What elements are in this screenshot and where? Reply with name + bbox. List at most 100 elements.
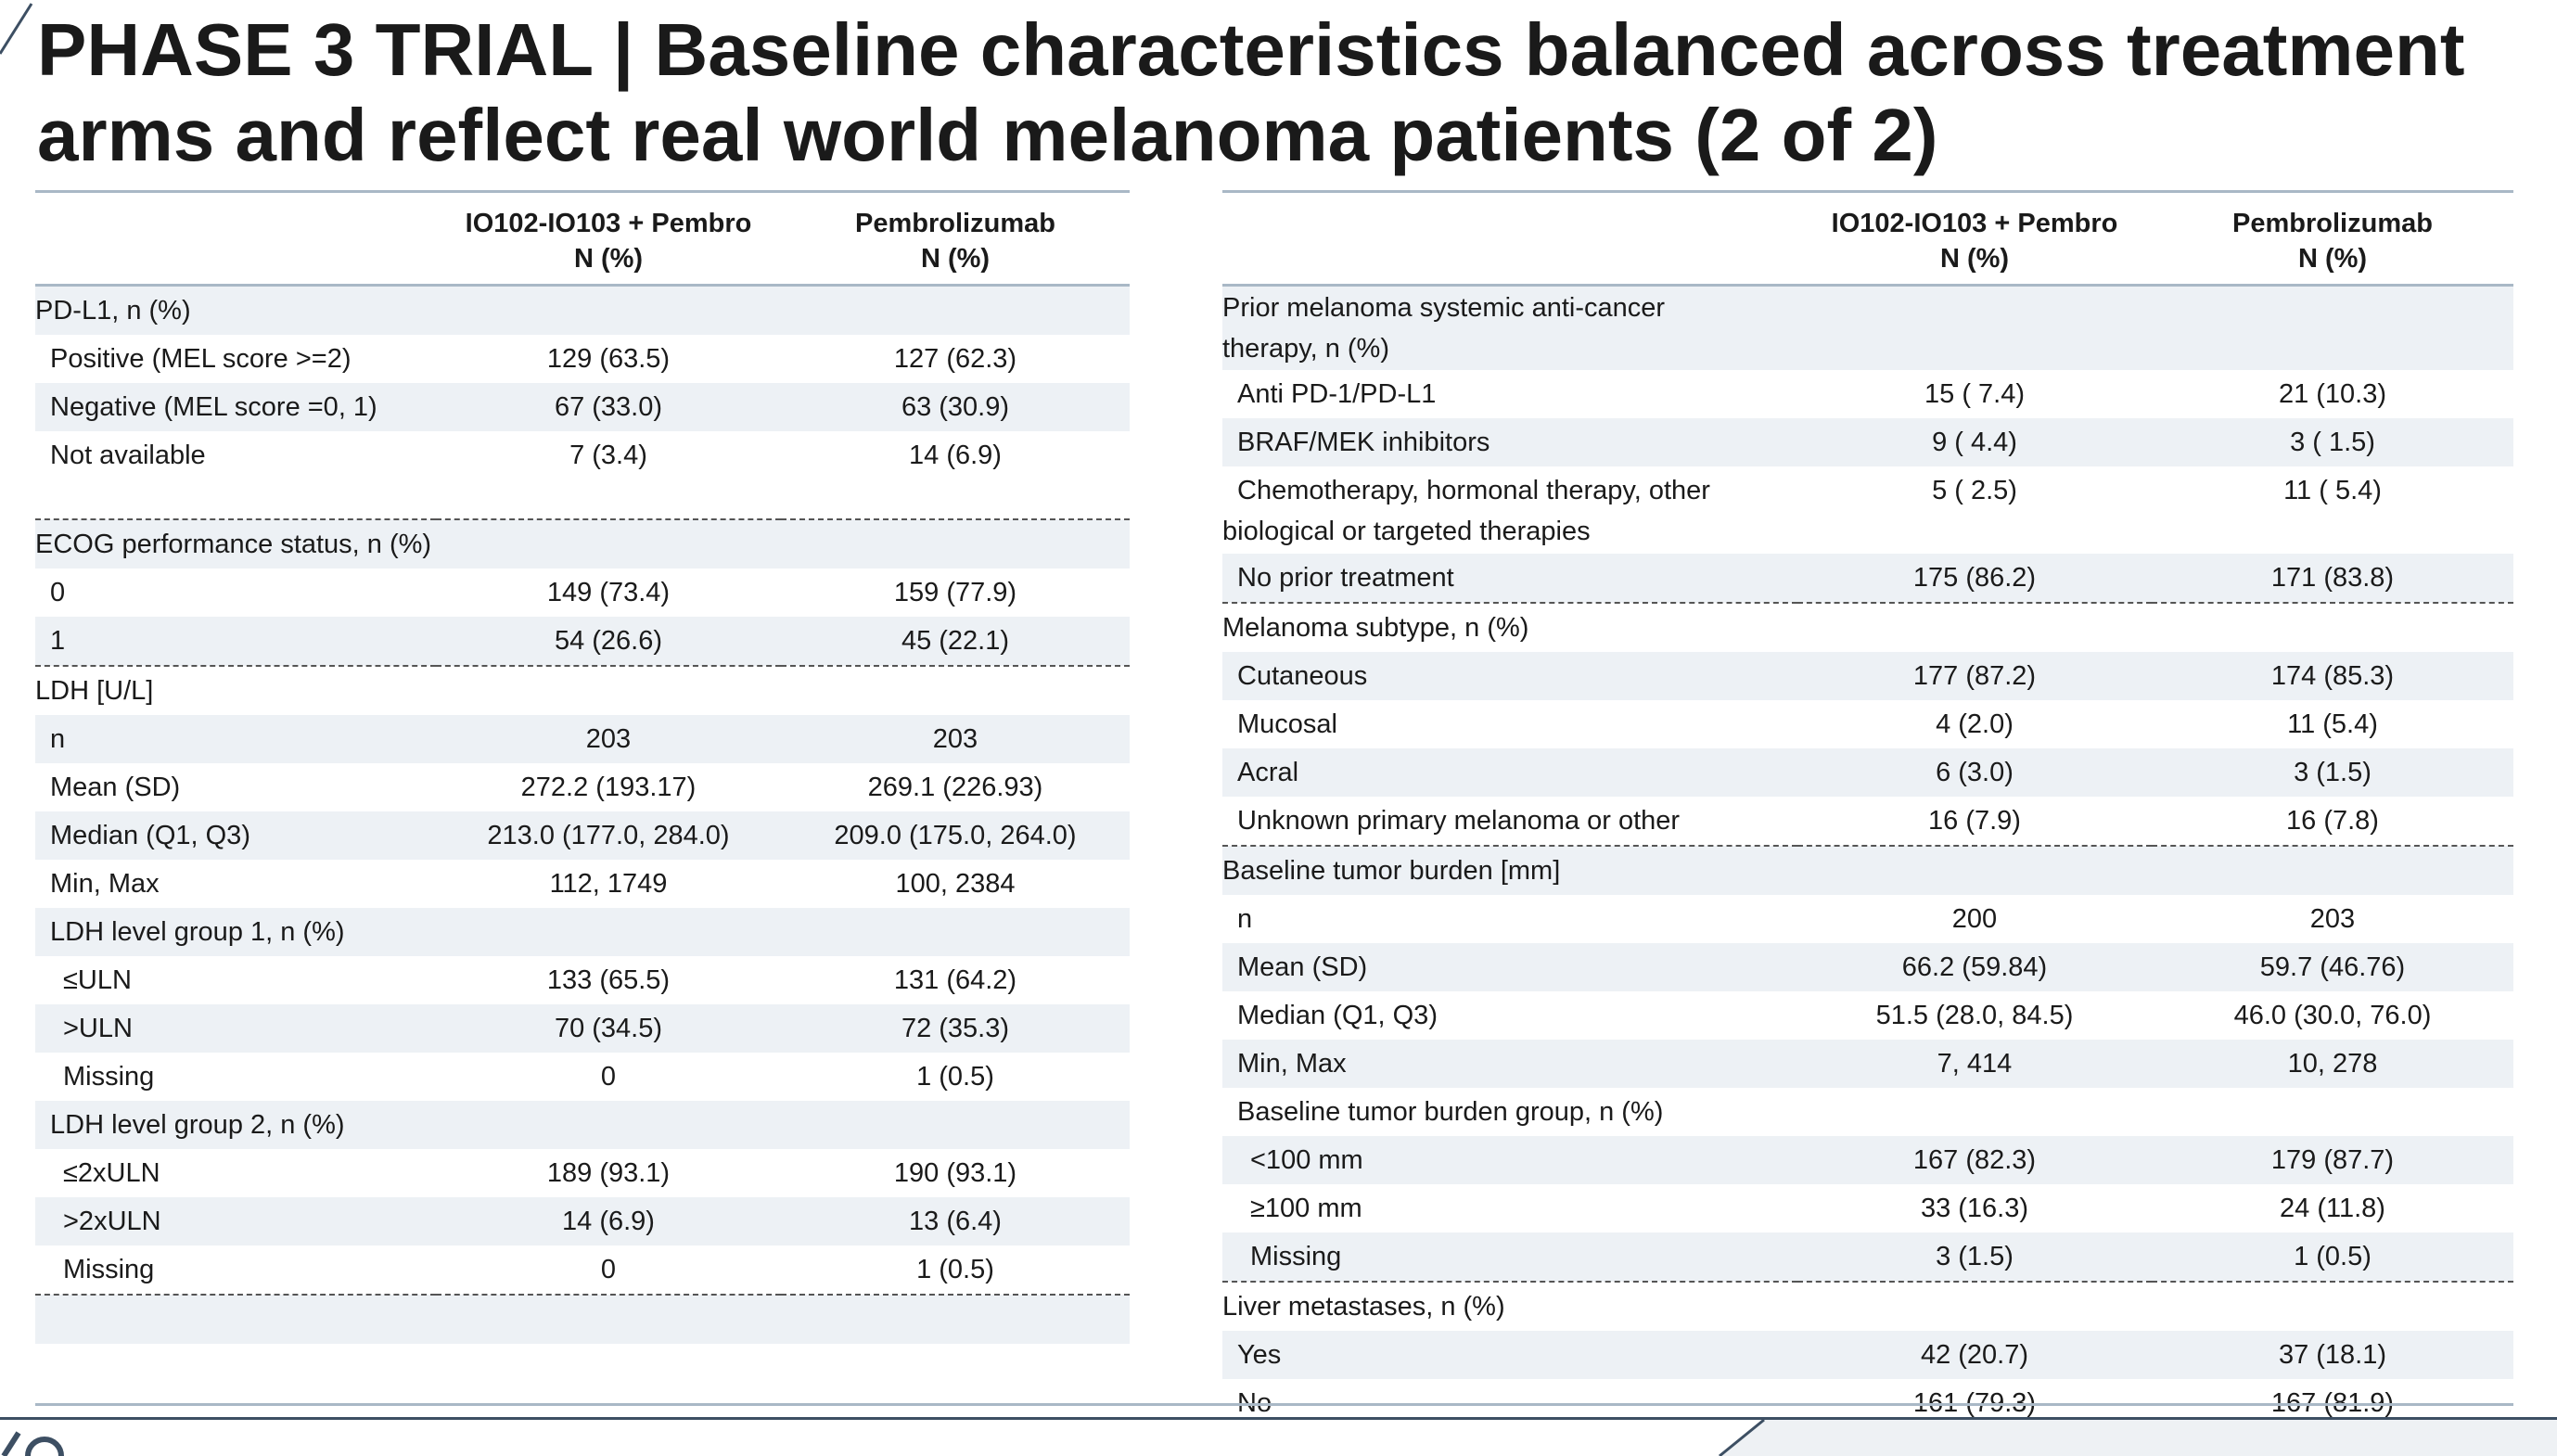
right-header-arm1: IO102-IO103 + Pembro N (%) bbox=[1797, 193, 2152, 287]
arm1-value: 149 (73.4) bbox=[546, 578, 671, 607]
right-header-row: IO102-IO103 + Pembro N (%) Pembrolizumab N… bbox=[1222, 193, 2513, 287]
table-row: Positive (MEL score >=2) 129 (63.5) 127 (6… bbox=[35, 335, 1130, 383]
arm2-value bbox=[781, 908, 1130, 956]
table-row: PD-L1, n (%) bbox=[35, 285, 1130, 335]
table-row: LDH [U/L] bbox=[35, 665, 1130, 715]
table-row: Melanoma subtype, n (%) bbox=[1222, 602, 2513, 652]
row-label: Baseline tumor burden [mm] bbox=[1222, 856, 1561, 886]
arm2-value bbox=[781, 285, 1130, 335]
arm2-value: 59.7 (46.76) bbox=[2152, 943, 2513, 991]
table-row: LDH level group 1, n (%) bbox=[35, 908, 1130, 956]
table-row: Missing 0 1 (0.5) bbox=[35, 1245, 1130, 1295]
corner-slash-decoration bbox=[0, 3, 33, 55]
footer-line bbox=[0, 1417, 2557, 1420]
arm2-value bbox=[2152, 1088, 2513, 1136]
footer-slash-decoration bbox=[1718, 1420, 1773, 1456]
table-row: Prior melanoma systemic anti-cancer ther… bbox=[1222, 285, 2513, 370]
table-row: Baseline tumor burden group, n (%) bbox=[1222, 1088, 2513, 1136]
row-label: Missing bbox=[1250, 1242, 1342, 1271]
row-label: Mean (SD) bbox=[1237, 952, 1368, 982]
arm1-value: 33 (16.3) bbox=[1920, 1194, 2029, 1223]
arm1-value: 7 (3.4) bbox=[569, 441, 647, 470]
footer-band bbox=[1718, 1420, 2557, 1456]
table-row: Unknown primary melanoma or other 16 (7.9… bbox=[1222, 797, 2513, 846]
row-label: LDH [U/L] bbox=[35, 676, 154, 706]
arm1-value bbox=[436, 518, 781, 568]
row-label: Unknown primary melanoma or other bbox=[1237, 806, 1681, 836]
arm1-value: 189 (93.1) bbox=[546, 1158, 671, 1188]
table-row: No prior treatment 175 (86.2) 171 (83.8) bbox=[1222, 554, 2513, 603]
arm2-value: 3 ( 1.5) bbox=[2152, 418, 2513, 466]
arm2-value: 11 (5.4) bbox=[2287, 709, 2378, 739]
table-row: Not available 7 (3.4) 14 (6.9) bbox=[35, 431, 1130, 519]
arm1-value bbox=[1797, 1088, 2152, 1136]
row-label: >2xULN bbox=[63, 1207, 161, 1236]
title-rest: Baseline characteristics balanced across… bbox=[37, 8, 2465, 176]
arm2-value bbox=[781, 665, 1130, 715]
right-header-blank bbox=[1222, 193, 1797, 287]
arm1-value: 70 (34.5) bbox=[436, 1004, 781, 1053]
arm2-value: 72 (35.3) bbox=[781, 1004, 1130, 1053]
arm1-value bbox=[436, 665, 781, 715]
arm2-value bbox=[781, 1101, 1130, 1149]
arm2-value: 203 bbox=[781, 715, 1130, 763]
table-row: Chemotherapy, hormonal therapy, other bi… bbox=[1222, 466, 2513, 554]
left-table-panel: IO102-IO103 + Pembro N (%) Pembrolizumab N… bbox=[35, 190, 1130, 1344]
arm2-value: 1 (0.5) bbox=[2152, 1232, 2513, 1282]
arm1-value: 3 (1.5) bbox=[1797, 1232, 2152, 1282]
row-label: n bbox=[50, 724, 66, 754]
arm1-value: 175 (86.2) bbox=[1797, 554, 2152, 603]
table-row: Min, Max 7, 414 10, 278 bbox=[1222, 1040, 2513, 1088]
row-label: Prior melanoma systemic anti-cancer ther… bbox=[1222, 293, 1666, 364]
arm2-value: 45 (22.1) bbox=[781, 617, 1130, 666]
row-label: ≤ULN bbox=[63, 965, 132, 995]
arm1-value: 15 ( 7.4) bbox=[1924, 379, 2025, 409]
arm1-value bbox=[1797, 845, 2152, 895]
table-row: BRAF/MEK inhibitors 9 ( 4.4) 3 ( 1.5) bbox=[1222, 418, 2513, 466]
arm2-value bbox=[2152, 602, 2513, 652]
table-row: ≤2xULN 189 (93.1) 190 (93.1) bbox=[35, 1149, 1130, 1197]
arm1-value: 272.2 (193.17) bbox=[520, 773, 697, 802]
row-label: 0 bbox=[50, 578, 66, 607]
table-row: ≥100 mm 33 (16.3) 24 (11.8) bbox=[1222, 1184, 2513, 1232]
arm1-value: 167 (82.3) bbox=[1797, 1136, 2152, 1184]
arm2-value bbox=[2152, 845, 2513, 895]
table-bottom-rule bbox=[35, 1403, 2513, 1406]
table-row-empty bbox=[35, 1295, 1130, 1344]
arm1-value: 51.5 (28.0, 84.5) bbox=[1875, 1001, 2074, 1030]
row-label: Anti PD-1/PD-L1 bbox=[1237, 379, 1437, 409]
right-baseline-table: IO102-IO103 + Pembro N (%) Pembrolizumab N… bbox=[1222, 193, 2513, 1427]
row-label: Acral bbox=[1237, 758, 1299, 787]
left-header-arm2: Pembrolizumab N (%) bbox=[781, 193, 1130, 287]
arm1-value: 0 bbox=[600, 1255, 617, 1284]
arm1-value: 9 ( 4.4) bbox=[1797, 418, 2152, 466]
table-row: Yes 42 (20.7) 37 (18.1) bbox=[1222, 1331, 2513, 1379]
arm2-value: 159 (77.9) bbox=[893, 578, 1017, 607]
row-label: Missing bbox=[63, 1062, 155, 1092]
title-bold: PHASE 3 TRIAL | bbox=[37, 8, 634, 91]
arm2-value: 24 (11.8) bbox=[2280, 1194, 2385, 1223]
table-row: Min, Max 112, 1749 100, 2384 bbox=[35, 860, 1130, 908]
row-label: LDH level group 1, n (%) bbox=[50, 917, 345, 947]
table-row: Acral 6 (3.0) 3 (1.5) bbox=[1222, 748, 2513, 797]
arm2-value: 203 bbox=[2309, 904, 2356, 934]
row-label: Median (Q1, Q3) bbox=[50, 821, 250, 850]
row-label: Mucosal bbox=[1237, 709, 1337, 739]
arm2-value: 16 (7.8) bbox=[2286, 806, 2379, 836]
table-row: Anti PD-1/PD-L1 15 ( 7.4) 21 (10.3) bbox=[1222, 370, 2513, 418]
arm2-value bbox=[2152, 1281, 2513, 1331]
left-header-row: IO102-IO103 + Pembro N (%) Pembrolizumab N… bbox=[35, 193, 1130, 287]
row-label: Min, Max bbox=[1237, 1049, 1347, 1079]
arm2-value: 179 (87.7) bbox=[2152, 1136, 2513, 1184]
table-row: n 203 203 bbox=[35, 715, 1130, 763]
table-row: 1 54 (26.6) 45 (22.1) bbox=[35, 617, 1130, 666]
arm1-value bbox=[436, 908, 781, 956]
left-baseline-table: IO102-IO103 + Pembro N (%) Pembrolizumab N… bbox=[35, 193, 1130, 1344]
arm2-value: 37 (18.1) bbox=[2152, 1331, 2513, 1379]
arm2-value: 11 ( 5.4) bbox=[2283, 476, 2382, 505]
row-label: LDH level group 2, n (%) bbox=[50, 1110, 345, 1140]
table-row: <100 mm 167 (82.3) 179 (87.7) bbox=[1222, 1136, 2513, 1184]
row-label: Chemotherapy, hormonal therapy, other bi… bbox=[1222, 476, 1710, 546]
arm1-value: 112, 1749 bbox=[549, 869, 668, 899]
row-label: Positive (MEL score >=2) bbox=[50, 344, 352, 374]
